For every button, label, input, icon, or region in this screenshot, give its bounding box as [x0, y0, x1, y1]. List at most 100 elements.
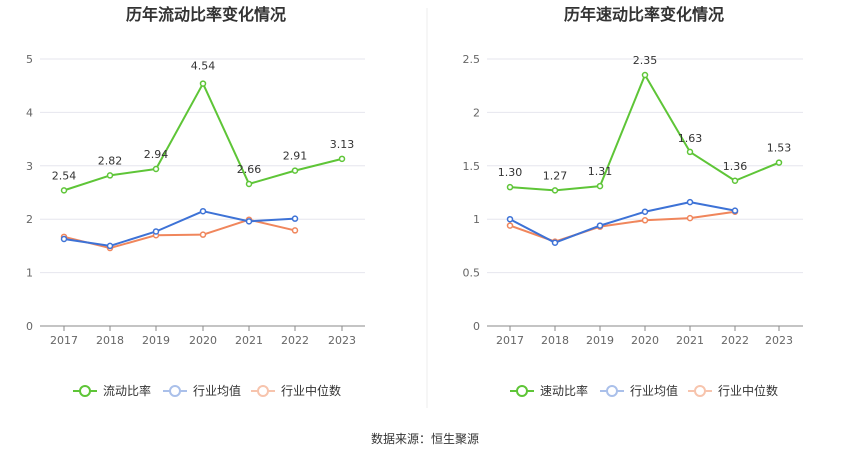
data-point-company[interactable] — [152, 165, 160, 173]
data-point-company[interactable] — [775, 159, 783, 166]
data-label: 2.54 — [52, 169, 77, 182]
x-tick-label: 2020 — [189, 334, 217, 347]
y-tick-label: 5 — [26, 53, 33, 66]
x-tick-label: 2022 — [281, 334, 309, 347]
data-point-company[interactable] — [338, 155, 346, 163]
data-point-industry-average[interactable] — [106, 242, 114, 250]
x-axis-ticks: 2017 2018 2019 2020 2021 2022 2023 — [487, 325, 803, 347]
x-tick-label: 2021 — [676, 334, 704, 347]
data-point-industry-average[interactable] — [291, 215, 299, 222]
legend: 流动比率 行业均值 行业中位数 — [73, 383, 341, 398]
x-tick-label: 2019 — [142, 334, 170, 347]
quick-ratio-chart: 历年速动比率变化情况 0 0.5 1 1.5 2 2.5 2017 2018 2019 2020… — [463, 5, 803, 398]
data-point-company[interactable] — [686, 148, 694, 156]
y-tick-label: 0 — [473, 320, 480, 333]
y-tick-label: 2 — [473, 106, 480, 119]
x-tick-label: 2018 — [96, 334, 124, 347]
x-tick-label: 2022 — [721, 334, 749, 347]
x-tick-label: 2020 — [631, 334, 659, 347]
y-tick-label: 0.5 — [463, 267, 481, 280]
data-labels: 1.30 1.27 1.31 2.35 1.63 1.36 1.53 — [498, 54, 792, 182]
data-point-industry-median[interactable] — [686, 214, 694, 222]
data-label: 1.53 — [767, 142, 792, 155]
series-line-industry-average — [63, 210, 296, 247]
legend-swatch-marker — [79, 385, 91, 397]
y-tick-label: 1 — [26, 267, 33, 280]
y-axis-ticks: 0 0.5 1 1.5 2 2.5 — [463, 53, 481, 333]
y-tick-label: 3 — [26, 160, 33, 173]
data-point-company[interactable] — [106, 172, 114, 179]
data-label: 1.31 — [588, 165, 613, 178]
data-label: 2.91 — [283, 150, 308, 163]
data-point-industry-median[interactable] — [199, 231, 207, 238]
data-point-industry-median[interactable] — [291, 227, 299, 234]
x-tick-label: 2019 — [586, 334, 614, 347]
legend-label: 行业均值 — [630, 383, 678, 398]
legend-item-industry-average[interactable]: 行业均值 — [163, 383, 241, 398]
series-lines — [60, 80, 346, 252]
data-point-company[interactable] — [245, 180, 253, 188]
legend-item-industry-average[interactable]: 行业均值 — [600, 383, 678, 398]
legend-item-quick-ratio[interactable]: 速动比率 — [510, 383, 588, 398]
legend-label: 行业中位数 — [281, 383, 341, 398]
data-point-industry-average[interactable] — [506, 215, 514, 223]
legend-swatch-marker — [169, 385, 181, 397]
data-label: 1.63 — [678, 132, 703, 145]
x-tick-label: 2017 — [496, 334, 524, 347]
y-tick-label: 4 — [26, 106, 33, 119]
data-point-industry-average[interactable] — [596, 222, 604, 229]
data-point-industry-average[interactable] — [641, 208, 649, 215]
legend-label: 速动比率 — [540, 383, 588, 398]
data-point-industry-average[interactable] — [245, 218, 253, 225]
legend: 速动比率 行业均值 行业中位数 — [510, 383, 778, 398]
data-point-industry-average[interactable] — [152, 228, 160, 235]
data-source-note: 数据来源：恒生聚源 — [371, 431, 479, 446]
data-point-industry-average[interactable] — [731, 207, 739, 214]
legend-item-industry-median[interactable]: 行业中位数 — [251, 383, 341, 398]
legend-swatch-marker — [606, 385, 618, 397]
data-point-industry-average[interactable] — [199, 207, 207, 215]
series-lines — [506, 71, 783, 246]
data-point-industry-average[interactable] — [551, 239, 559, 246]
y-tick-label: 1 — [473, 213, 480, 226]
data-point-industry-average[interactable] — [686, 198, 694, 206]
grid-lines — [487, 58, 803, 274]
legend-item-industry-median[interactable]: 行业中位数 — [688, 383, 778, 398]
data-label: 2.94 — [144, 148, 169, 161]
data-point-industry-median[interactable] — [641, 217, 649, 224]
y-axis-ticks: 0 1 2 3 4 5 — [26, 53, 33, 333]
data-point-company[interactable] — [506, 183, 514, 191]
y-tick-label: 2 — [26, 213, 33, 226]
legend-swatch-marker — [516, 385, 528, 397]
data-label: 2.35 — [633, 54, 658, 67]
legend-item-current-ratio[interactable]: 流动比率 — [73, 383, 151, 398]
x-tick-label: 2023 — [765, 334, 793, 347]
data-point-company[interactable] — [551, 187, 559, 194]
chart-title: 历年流动比率变化情况 — [126, 5, 286, 24]
series-line-industry-average — [509, 201, 736, 244]
x-tick-label: 2023 — [328, 334, 356, 347]
x-axis-ticks: 2017 2018 2019 2020 2021 2022 2023 — [40, 325, 365, 347]
data-point-industry-average[interactable] — [60, 235, 68, 243]
data-point-company[interactable] — [199, 80, 207, 87]
y-tick-label: 0 — [26, 320, 33, 333]
legend-swatch-marker — [694, 385, 706, 397]
data-point-company[interactable] — [596, 182, 604, 190]
data-point-company[interactable] — [291, 167, 299, 174]
x-tick-label: 2017 — [50, 334, 78, 347]
data-point-company[interactable] — [731, 177, 739, 185]
data-label: 1.27 — [543, 169, 568, 182]
legend-label: 流动比率 — [103, 383, 151, 398]
x-tick-label: 2021 — [235, 334, 263, 347]
data-point-industry-median[interactable] — [506, 222, 514, 229]
data-label: 3.13 — [330, 138, 355, 151]
x-tick-label: 2018 — [541, 334, 569, 347]
data-point-company[interactable] — [641, 71, 649, 79]
series-line-company — [63, 82, 343, 192]
legend-label: 行业均值 — [193, 383, 241, 398]
legend-label: 行业中位数 — [718, 383, 778, 398]
data-point-company[interactable] — [60, 187, 68, 194]
data-label: 1.36 — [723, 160, 748, 173]
